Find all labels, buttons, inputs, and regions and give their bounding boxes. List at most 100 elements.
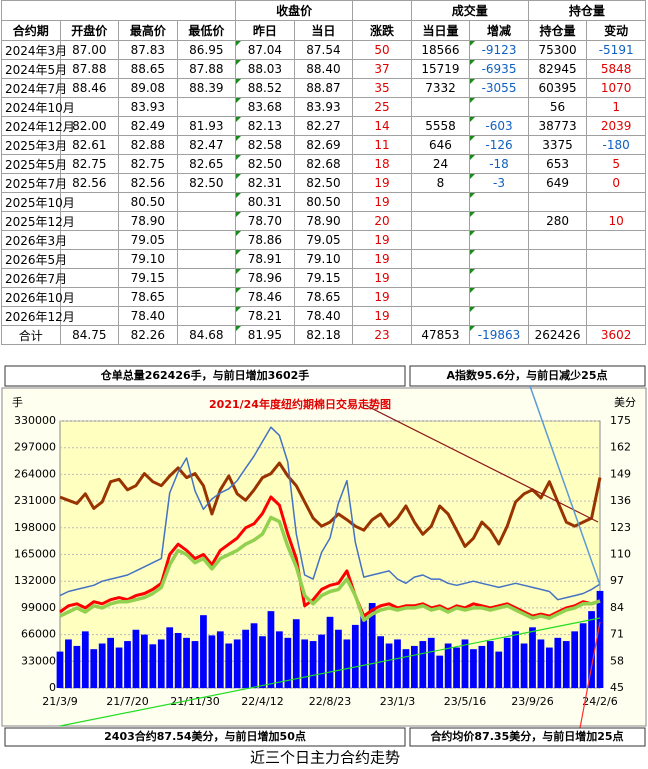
cell: 82.50 bbox=[293, 173, 354, 193]
y2-tick-label: 162 bbox=[610, 441, 631, 454]
cell bbox=[469, 306, 529, 326]
cell: 82.56 bbox=[118, 173, 178, 193]
cell: 1070 bbox=[586, 78, 646, 98]
cell bbox=[410, 230, 471, 250]
cell: 2024年7月 bbox=[1, 78, 67, 98]
cell: 19 bbox=[352, 268, 412, 288]
cell: 78.96 bbox=[235, 268, 295, 288]
cell: 79.05 bbox=[118, 230, 178, 250]
cell bbox=[469, 97, 529, 117]
chart: 仓单总量262426手，与前日增加3602手 A指数95.6分，与前日减少25点… bbox=[1, 365, 647, 767]
volume-bar bbox=[478, 645, 486, 688]
cell: 79.10 bbox=[118, 249, 178, 269]
volume-bar bbox=[183, 637, 190, 688]
cell: 14 bbox=[352, 116, 412, 136]
volume-bar bbox=[571, 631, 579, 688]
cell: 78.90 bbox=[118, 211, 178, 231]
cell: 83.68 bbox=[235, 97, 295, 117]
cell: 88.65 bbox=[118, 59, 178, 79]
cell: 0 bbox=[586, 173, 646, 193]
y-tick-label: 198000 bbox=[14, 521, 56, 534]
x-tick-label: 23/9/26 bbox=[511, 695, 553, 708]
volume-bar bbox=[90, 649, 98, 688]
cell: 82.65 bbox=[176, 154, 237, 174]
cell bbox=[59, 306, 120, 326]
cell: 24 bbox=[410, 154, 471, 174]
cell: 8 bbox=[410, 173, 471, 193]
volume-bar bbox=[81, 631, 89, 688]
cell bbox=[176, 230, 237, 250]
data-row: 合计 84.75 82.26 84.68 81.95 82.18 23 47853 -19863… bbox=[1, 325, 646, 345]
cell: 82945 bbox=[527, 59, 588, 79]
volume-bar bbox=[267, 611, 275, 688]
cell: 5848 bbox=[586, 59, 646, 79]
cell bbox=[176, 97, 237, 117]
cell bbox=[469, 249, 529, 269]
cell bbox=[59, 249, 120, 269]
cell: 19 bbox=[352, 173, 412, 193]
note-box bbox=[409, 365, 646, 387]
volume-bar bbox=[276, 631, 283, 688]
y2-tick-label: 84 bbox=[610, 601, 624, 614]
cell: 3375 bbox=[527, 135, 588, 155]
cell: 82.50 bbox=[176, 173, 237, 193]
footer: 近三个日主力合约走势 bbox=[250, 749, 400, 767]
cell bbox=[469, 211, 529, 231]
header-cell: 持仓量 bbox=[527, 0, 647, 21]
note: 仓单总量262426手，与前日增加3602手 bbox=[100, 368, 310, 382]
volume-bar bbox=[486, 641, 494, 688]
y2-tick-label: 97 bbox=[610, 574, 624, 587]
cell: 86.95 bbox=[176, 40, 237, 60]
volume-bar bbox=[402, 649, 410, 688]
cell bbox=[586, 287, 646, 307]
cell: 5 bbox=[586, 154, 646, 174]
cell bbox=[469, 268, 529, 288]
cell: 19 bbox=[352, 230, 412, 250]
cell: 82.00 bbox=[59, 116, 120, 136]
data-row: 2024年5月 87.88 88.65 87.88 88.03 88.40 37 15719-… bbox=[1, 59, 646, 79]
cell: 82.68 bbox=[293, 154, 354, 174]
cell: 19 bbox=[352, 192, 412, 212]
cell: 2039 bbox=[586, 116, 646, 136]
header-cell: 变动 bbox=[586, 20, 646, 41]
cell: 2025年3月 bbox=[1, 135, 67, 155]
x-tick-label: 21/3/9 bbox=[42, 695, 77, 708]
volume-bar bbox=[233, 639, 241, 688]
y-tick-label: 330000 bbox=[14, 414, 56, 427]
cell: 10 bbox=[586, 211, 646, 231]
cell: 82.69 bbox=[293, 135, 354, 155]
cell bbox=[59, 230, 120, 250]
cell bbox=[410, 268, 471, 288]
cell bbox=[176, 211, 237, 231]
y-tick-label: 33000 bbox=[21, 654, 56, 667]
header-cell: 涨跌 bbox=[352, 20, 412, 41]
header-row: 收盘价 成交量 持仓量 bbox=[0, 0, 647, 21]
header-cell: 合约期 bbox=[1, 20, 61, 41]
cell: 78.40 bbox=[293, 306, 354, 326]
cell: 280 bbox=[527, 211, 588, 231]
header-cell: 当日量 bbox=[410, 20, 471, 41]
cell: -5191 bbox=[586, 40, 646, 60]
cell: 合计 bbox=[1, 325, 61, 345]
cell: 2026年10月 bbox=[1, 287, 75, 307]
cell: 84.75 bbox=[59, 325, 120, 345]
x-tick-label: 21/7/20 bbox=[106, 695, 148, 708]
cell bbox=[176, 268, 237, 288]
cell: 2024年3月 bbox=[1, 40, 67, 60]
y2-tick-label: 136 bbox=[610, 494, 631, 507]
cell: 20 bbox=[352, 211, 412, 231]
volume-bar bbox=[208, 635, 216, 688]
cell: 649 bbox=[527, 173, 588, 193]
cell: 2026年3月 bbox=[1, 230, 67, 250]
volume-bar bbox=[596, 590, 604, 688]
volume-bar bbox=[529, 627, 536, 688]
cell: 2024年10月 bbox=[1, 97, 75, 117]
data-row: 2026年7月 79.15 78.96 79.15 19 bbox=[1, 268, 646, 288]
volume-bar bbox=[554, 637, 562, 688]
cell: 23 bbox=[352, 325, 412, 345]
cell bbox=[410, 192, 471, 212]
cell: 3602 bbox=[586, 325, 646, 345]
cell: 2026年5月 bbox=[1, 249, 67, 269]
x-tick-label: 22/4/12 bbox=[241, 695, 283, 708]
volume-bar bbox=[436, 655, 444, 688]
